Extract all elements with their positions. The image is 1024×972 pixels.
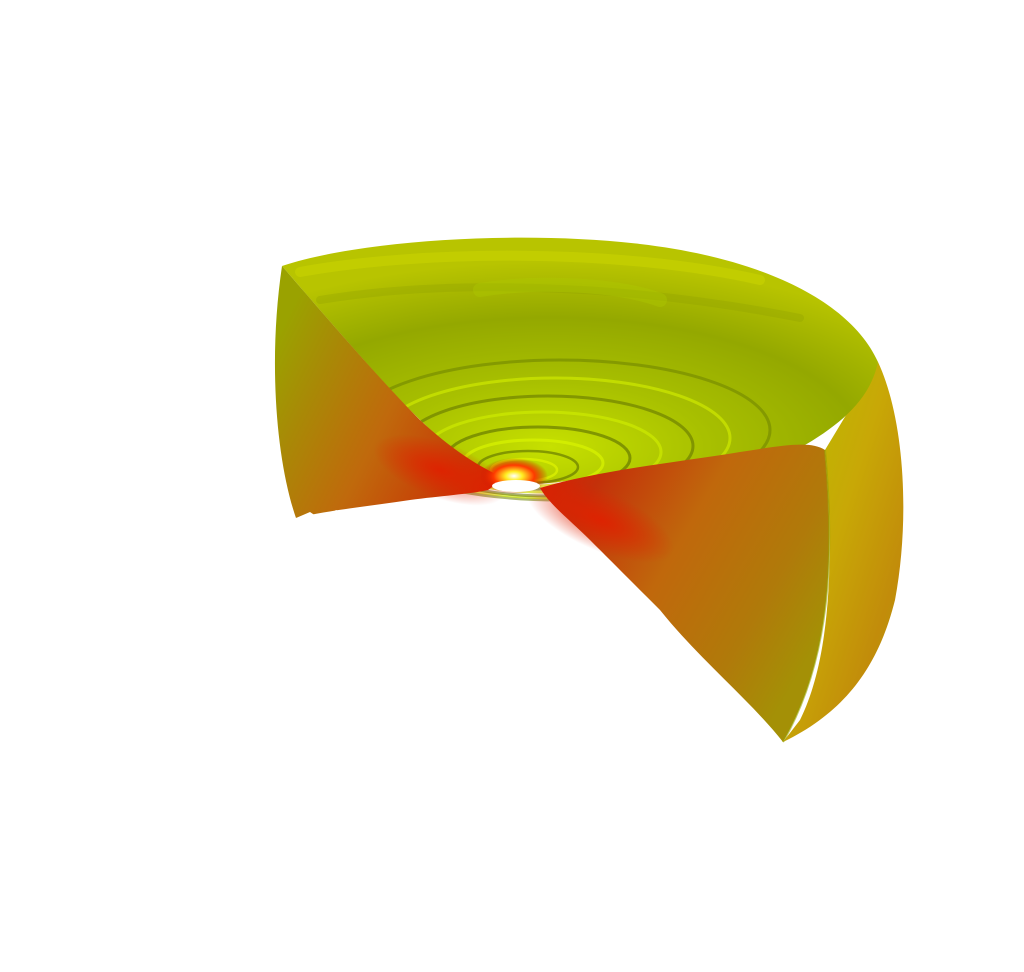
bowl-shading [295, 250, 804, 322]
core-hole [492, 480, 540, 492]
face-edge [782, 449, 831, 743]
left-red-glow [373, 434, 507, 506]
right-red-glow [525, 477, 675, 563]
outer-shell [783, 362, 904, 742]
ragged-edges [296, 502, 672, 640]
